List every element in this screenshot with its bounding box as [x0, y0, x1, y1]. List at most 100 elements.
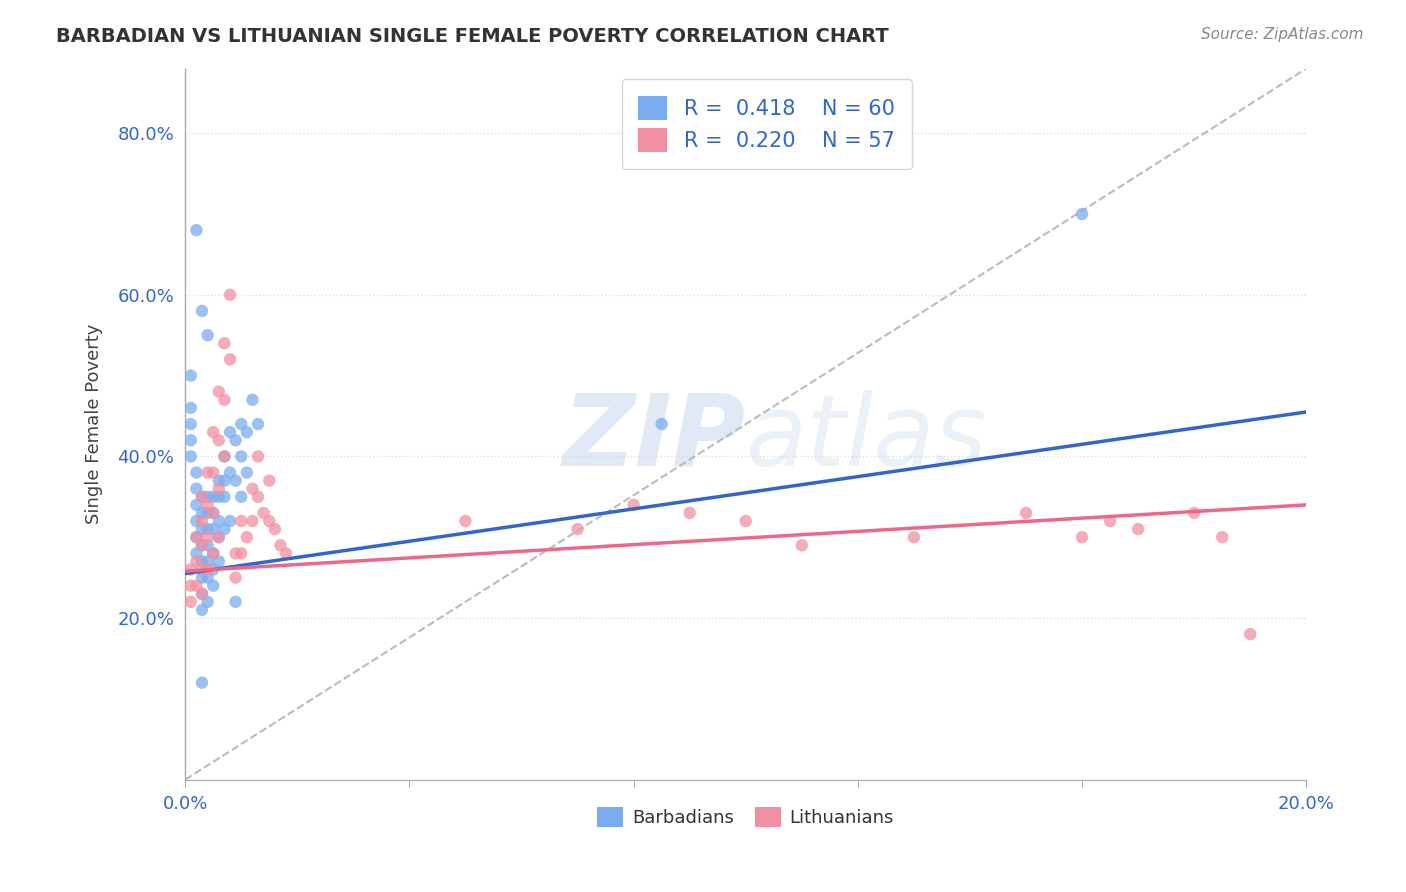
Point: [180, 368, 202, 383]
Point: [191, 562, 214, 576]
Point: [191, 522, 214, 536]
Point: [454, 514, 477, 528]
Point: [186, 530, 208, 544]
Point: [231, 490, 253, 504]
Point: [197, 530, 219, 544]
Text: atlas: atlas: [745, 390, 987, 487]
Point: [734, 514, 756, 528]
Point: [208, 554, 231, 568]
Point: [253, 506, 276, 520]
Point: [242, 482, 264, 496]
Point: [197, 506, 219, 520]
Point: [191, 506, 214, 520]
Point: [219, 287, 242, 301]
Point: [903, 530, 925, 544]
Point: [202, 546, 225, 560]
Point: [623, 498, 645, 512]
Point: [236, 466, 259, 480]
Point: [202, 506, 225, 520]
Point: [247, 417, 270, 431]
Point: [208, 434, 231, 448]
Point: [790, 538, 813, 552]
Point: [219, 466, 242, 480]
Point: [1211, 530, 1233, 544]
Text: ZIP: ZIP: [562, 390, 745, 487]
Point: [236, 530, 259, 544]
Point: [208, 530, 231, 544]
Point: [191, 603, 214, 617]
Point: [186, 530, 208, 544]
Point: [263, 522, 285, 536]
Point: [202, 466, 225, 480]
Point: [186, 579, 208, 593]
Point: [180, 562, 202, 576]
Point: [186, 482, 208, 496]
Point: [208, 490, 231, 504]
Point: [225, 434, 247, 448]
Point: [259, 474, 281, 488]
Point: [186, 466, 208, 480]
Point: [191, 514, 214, 528]
Point: [191, 490, 214, 504]
Point: [180, 595, 202, 609]
Point: [231, 546, 253, 560]
Point: [202, 546, 225, 560]
Point: [247, 490, 270, 504]
Point: [1239, 627, 1261, 641]
Point: [180, 417, 202, 431]
Point: [191, 675, 214, 690]
Point: [180, 401, 202, 415]
Point: [202, 425, 225, 439]
Point: [225, 571, 247, 585]
Point: [186, 498, 208, 512]
Point: [197, 522, 219, 536]
Legend: Barbadians, Lithuanians: Barbadians, Lithuanians: [591, 799, 901, 835]
Point: [269, 538, 291, 552]
Point: [202, 522, 225, 536]
Point: [651, 417, 673, 431]
Point: [208, 384, 231, 399]
Text: BARBADIAN VS LITHUANIAN SINGLE FEMALE POVERTY CORRELATION CHART: BARBADIAN VS LITHUANIAN SINGLE FEMALE PO…: [56, 27, 889, 45]
Point: [1071, 207, 1094, 221]
Point: [208, 514, 231, 528]
Point: [242, 392, 264, 407]
Point: [186, 223, 208, 237]
Point: [274, 546, 297, 560]
Point: [214, 450, 236, 464]
Point: [1015, 506, 1038, 520]
Point: [231, 514, 253, 528]
Point: [191, 587, 214, 601]
Point: [186, 554, 208, 568]
Point: [225, 546, 247, 560]
Point: [1099, 514, 1122, 528]
Point: [202, 506, 225, 520]
Point: [191, 571, 214, 585]
Point: [208, 530, 231, 544]
Point: [231, 417, 253, 431]
Point: [202, 490, 225, 504]
Point: [197, 490, 219, 504]
Point: [231, 450, 253, 464]
Point: [242, 514, 264, 528]
Point: [191, 587, 214, 601]
Point: [567, 522, 589, 536]
Point: [180, 579, 202, 593]
Point: [197, 466, 219, 480]
Point: [214, 336, 236, 351]
Y-axis label: Single Female Poverty: Single Female Poverty: [86, 324, 103, 524]
Point: [191, 304, 214, 318]
Point: [214, 450, 236, 464]
Point: [197, 498, 219, 512]
Point: [1071, 530, 1094, 544]
Point: [180, 450, 202, 464]
Point: [197, 554, 219, 568]
Point: [214, 392, 236, 407]
Point: [197, 571, 219, 585]
Point: [247, 450, 270, 464]
Point: [679, 506, 702, 520]
Point: [208, 482, 231, 496]
Point: [186, 546, 208, 560]
Point: [219, 514, 242, 528]
Point: [214, 522, 236, 536]
Point: [214, 490, 236, 504]
